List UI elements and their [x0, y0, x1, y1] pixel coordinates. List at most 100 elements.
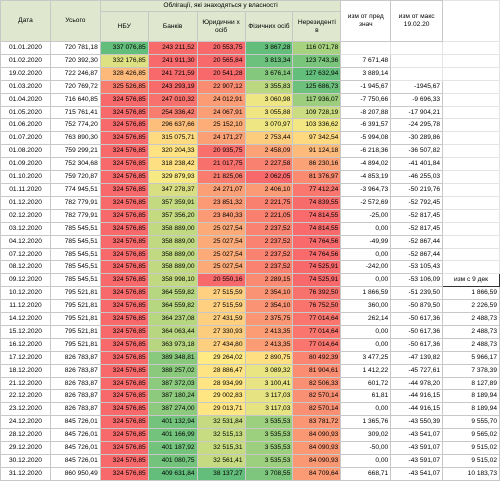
cell-nbu[interactable]: 324 576,85 [99, 286, 149, 301]
cell-total[interactable]: 782 779,91 [49, 195, 101, 210]
cell-total[interactable]: 759 299,21 [49, 144, 101, 159]
cell-change-max[interactable]: -46 255,03 [390, 170, 444, 184]
cell-physical[interactable]: 3 867,28 [244, 41, 294, 55]
header-date[interactable]: Дата [0, 0, 51, 42]
cell-change-prev[interactable]: 309,02 [340, 428, 392, 443]
cell-change-prev[interactable]: 1 866,59 [340, 286, 392, 301]
cell-legal[interactable]: 25 027,54 [196, 234, 246, 249]
cell-change-prev[interactable]: -1 945,67 [340, 79, 392, 94]
cell-total[interactable]: 785 545,51 [49, 260, 101, 275]
cell-date[interactable]: 30.12.2020 [0, 454, 51, 468]
cell-banks[interactable]: 358 998,10 [147, 273, 198, 288]
cell-legal[interactable]: 24 067,91 [196, 105, 246, 120]
cell-legal[interactable]: 32 561,41 [196, 454, 246, 468]
cell-change-since-dec9[interactable] [442, 260, 500, 275]
cell-banks[interactable]: 358 889,00 [147, 260, 198, 275]
cell-banks[interactable]: 401 187,92 [147, 441, 198, 455]
cell-legal[interactable]: 27 434,80 [196, 337, 246, 352]
cell-total[interactable]: 785 545,51 [49, 273, 101, 288]
cell-change-max[interactable] [390, 53, 444, 68]
cell-nonresidents[interactable]: 127 632,94 [292, 66, 342, 81]
cell-change-prev[interactable]: 3 889,14 [340, 66, 392, 81]
cell-change-prev[interactable]: 601,72 [340, 376, 392, 391]
cell-physical[interactable]: 2 237,52 [244, 247, 294, 262]
cell-total[interactable]: 826 783,87 [49, 402, 101, 417]
header-total[interactable]: Усього [49, 0, 101, 42]
cell-total[interactable]: 720 392,30 [49, 53, 101, 68]
cell-date[interactable]: 01.11.2020 [0, 182, 51, 197]
cell-change-max[interactable]: -50 617,36 [390, 337, 444, 352]
cell-change-since-dec9[interactable]: изм с 9 дек [442, 273, 500, 288]
cell-total[interactable]: 759 720,87 [49, 170, 101, 184]
cell-nonresidents[interactable]: 81 904,61 [292, 363, 342, 378]
cell-change-max[interactable] [390, 66, 444, 81]
cell-physical[interactable]: 3 535,53 [244, 454, 294, 468]
cell-physical[interactable]: 3 100,41 [244, 376, 294, 391]
cell-change-prev[interactable]: 262,14 [340, 312, 392, 326]
cell-nbu[interactable]: 324 576,85 [99, 260, 149, 275]
cell-physical[interactable]: 2 413,35 [244, 324, 294, 339]
header-legal[interactable]: Юридични х осіб [196, 11, 246, 42]
cell-legal[interactable]: 25 027,54 [196, 260, 246, 275]
cell-change-max[interactable]: -43 591,07 [390, 441, 444, 455]
cell-banks[interactable]: 296 637,66 [147, 118, 198, 133]
cell-physical[interactable]: 2 458,09 [244, 144, 294, 159]
cell-change-max[interactable]: -52 817,45 [390, 221, 444, 236]
cell-legal[interactable]: 24 271,07 [196, 182, 246, 197]
cell-nbu[interactable]: 324 576,85 [99, 363, 149, 378]
cell-banks[interactable]: 364 063,44 [147, 324, 198, 339]
cell-change-max[interactable]: -44 916,15 [390, 389, 444, 404]
cell-nonresidents[interactable]: 77 014,64 [292, 312, 342, 326]
cell-date[interactable]: 11.12.2020 [0, 299, 51, 314]
cell-total[interactable]: 774 945,51 [49, 182, 101, 197]
cell-nonresidents[interactable]: 86 230,16 [292, 157, 342, 172]
cell-physical[interactable]: 3 117,03 [244, 389, 294, 404]
cell-banks[interactable]: 347 278,37 [147, 182, 198, 197]
cell-physical[interactable]: 2 375,75 [244, 312, 294, 326]
cell-date[interactable]: 01.06.2020 [0, 118, 51, 133]
cell-nonresidents[interactable]: 74 525,91 [292, 273, 342, 288]
cell-nbu[interactable]: 324 576,85 [99, 415, 149, 430]
cell-nonresidents[interactable]: 83 781,72 [292, 415, 342, 430]
cell-nbu[interactable]: 324 576,85 [99, 208, 149, 223]
cell-banks[interactable]: 401 132,94 [147, 415, 198, 430]
cell-change-prev[interactable]: -8 207,88 [340, 105, 392, 120]
cell-physical[interactable]: 3 055,88 [244, 105, 294, 120]
cell-nbu[interactable]: 324 576,85 [99, 105, 149, 120]
cell-date[interactable]: 01.05.2020 [0, 105, 51, 120]
cell-change-max[interactable]: -47 139,82 [390, 350, 444, 365]
cell-nbu[interactable]: 324 576,85 [99, 454, 149, 468]
cell-change-max[interactable]: -50 617,36 [390, 324, 444, 339]
cell-legal[interactable]: 28 934,99 [196, 376, 246, 391]
cell-change-max[interactable]: -43 550,39 [390, 415, 444, 430]
cell-banks[interactable]: 387 180,24 [147, 389, 198, 404]
cell-legal[interactable]: 28 886,47 [196, 363, 246, 378]
cell-physical[interactable]: 2 753,44 [244, 131, 294, 146]
cell-change-max[interactable]: -9 696,33 [390, 92, 444, 107]
header-banks[interactable]: Банків [147, 11, 198, 42]
cell-date[interactable]: 01.09.2020 [0, 157, 51, 172]
cell-change-prev[interactable]: -242,00 [340, 260, 392, 275]
cell-legal[interactable]: 27 431,59 [196, 312, 246, 326]
cell-banks[interactable]: 247 010,32 [147, 92, 198, 107]
cell-physical[interactable]: 3 535,53 [244, 428, 294, 443]
cell-change-prev[interactable]: 1 412,22 [340, 363, 392, 378]
cell-change-max[interactable]: -53 106,09 [390, 273, 444, 288]
cell-change-max[interactable]: -44 978,20 [390, 376, 444, 391]
cell-date[interactable]: 21.12.2020 [0, 376, 51, 391]
cell-total[interactable]: 722 246,87 [49, 66, 101, 81]
cell-nonresidents[interactable]: 74 764,56 [292, 247, 342, 262]
cell-change-prev[interactable]: -2 572,69 [340, 195, 392, 210]
cell-change-since-dec9[interactable]: 10 183,73 [442, 466, 500, 481]
cell-change-prev[interactable]: -49,99 [340, 234, 392, 249]
cell-date[interactable]: 17.12.2020 [0, 350, 51, 365]
cell-date[interactable]: 09.12.2020 [0, 273, 51, 288]
cell-legal[interactable]: 24 171,27 [196, 131, 246, 146]
cell-banks[interactable]: 241 721,59 [147, 66, 198, 81]
cell-change-max[interactable]: -24 295,78 [390, 118, 444, 133]
cell-nonresidents[interactable]: 77 014,64 [292, 324, 342, 339]
cell-banks[interactable]: 358 889,00 [147, 234, 198, 249]
cell-nonresidents[interactable]: 84 709,64 [292, 466, 342, 481]
cell-legal[interactable]: 32 531,84 [196, 415, 246, 430]
cell-legal[interactable]: 25 027,54 [196, 221, 246, 236]
